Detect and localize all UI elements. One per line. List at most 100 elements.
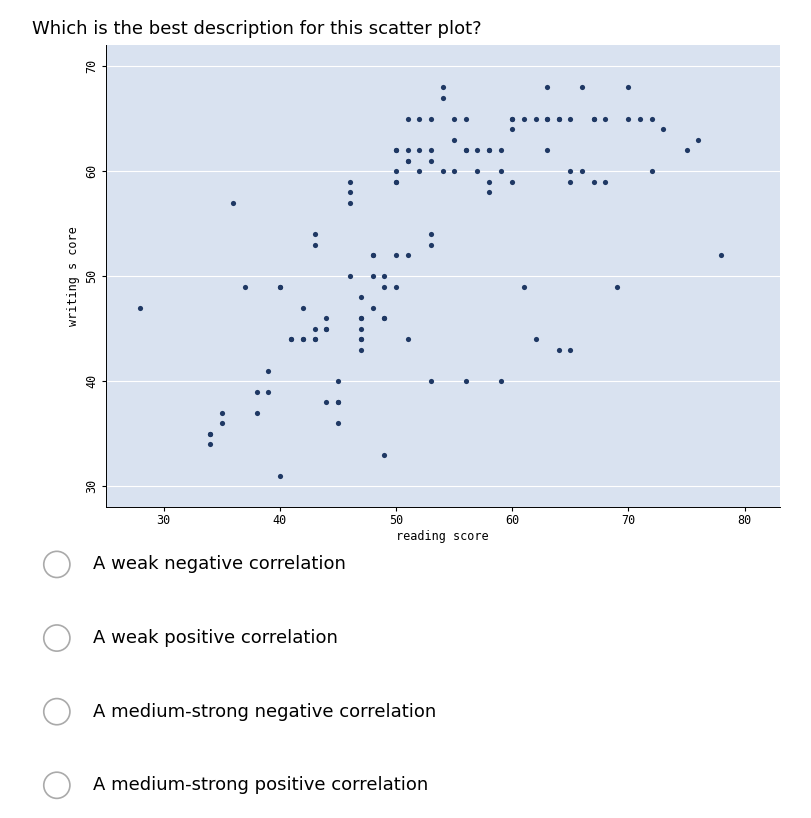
Point bbox=[470, 143, 483, 156]
Point bbox=[447, 112, 460, 125]
Point bbox=[354, 343, 367, 356]
Point bbox=[517, 112, 530, 125]
Point bbox=[505, 175, 518, 188]
Point bbox=[482, 143, 495, 156]
Text: A medium-strong positive correlation: A medium-strong positive correlation bbox=[93, 776, 428, 794]
Point bbox=[296, 301, 309, 314]
Point bbox=[273, 280, 286, 293]
Point bbox=[459, 143, 472, 156]
Point bbox=[680, 143, 693, 156]
Point bbox=[377, 280, 390, 293]
Point bbox=[482, 186, 495, 199]
Point bbox=[412, 164, 425, 178]
Point bbox=[366, 249, 379, 262]
Point bbox=[401, 249, 414, 262]
Point bbox=[331, 396, 344, 409]
Point bbox=[575, 80, 588, 93]
Point bbox=[204, 438, 217, 451]
Point bbox=[331, 416, 344, 429]
Point bbox=[424, 227, 437, 240]
Point bbox=[540, 80, 553, 93]
Point bbox=[575, 164, 588, 178]
Point bbox=[204, 427, 217, 440]
Point bbox=[261, 385, 274, 398]
Point bbox=[226, 196, 239, 209]
Point bbox=[215, 406, 228, 419]
Point bbox=[401, 333, 414, 346]
Point bbox=[528, 112, 541, 125]
Point bbox=[343, 186, 356, 199]
Point bbox=[563, 343, 576, 356]
Point bbox=[401, 143, 414, 156]
Point bbox=[308, 227, 321, 240]
Point bbox=[563, 175, 576, 188]
Point bbox=[656, 123, 669, 136]
Point bbox=[436, 91, 448, 104]
Point bbox=[308, 333, 321, 346]
Point bbox=[401, 154, 414, 167]
Text: A weak positive correlation: A weak positive correlation bbox=[93, 629, 338, 647]
Point bbox=[377, 269, 390, 282]
Point bbox=[389, 143, 402, 156]
Point bbox=[308, 333, 321, 346]
Point bbox=[273, 469, 286, 482]
Point bbox=[494, 375, 507, 388]
Point bbox=[424, 238, 437, 251]
Point bbox=[645, 112, 658, 125]
Point bbox=[447, 133, 460, 146]
Text: A medium-strong negative correlation: A medium-strong negative correlation bbox=[93, 703, 436, 721]
Point bbox=[436, 80, 448, 93]
Point bbox=[354, 312, 367, 325]
Point bbox=[377, 312, 390, 325]
Point bbox=[377, 312, 390, 325]
Point bbox=[540, 112, 553, 125]
Point bbox=[633, 112, 646, 125]
Point bbox=[494, 164, 507, 178]
Point bbox=[621, 80, 634, 93]
Point bbox=[505, 123, 518, 136]
Point bbox=[424, 112, 437, 125]
Point bbox=[459, 112, 472, 125]
Point bbox=[586, 112, 599, 125]
Point bbox=[343, 196, 356, 209]
X-axis label: reading score: reading score bbox=[396, 530, 488, 543]
Point bbox=[320, 322, 333, 335]
Point bbox=[505, 112, 518, 125]
Point bbox=[610, 280, 623, 293]
Point bbox=[250, 385, 263, 398]
Point bbox=[389, 143, 402, 156]
Point bbox=[551, 112, 564, 125]
Point bbox=[563, 112, 576, 125]
Point bbox=[424, 143, 437, 156]
Point bbox=[645, 164, 658, 178]
Point bbox=[540, 143, 553, 156]
Point bbox=[586, 175, 599, 188]
Point bbox=[285, 333, 298, 346]
Point bbox=[505, 112, 518, 125]
Point bbox=[354, 322, 367, 335]
Point bbox=[494, 143, 507, 156]
Point bbox=[459, 143, 472, 156]
Point bbox=[447, 164, 460, 178]
Point bbox=[320, 322, 333, 335]
Point bbox=[389, 175, 402, 188]
Point bbox=[586, 112, 599, 125]
Point bbox=[540, 112, 553, 125]
Point bbox=[482, 143, 495, 156]
Point bbox=[459, 375, 472, 388]
Point bbox=[714, 249, 727, 262]
Point bbox=[470, 164, 483, 178]
Point bbox=[517, 280, 530, 293]
Point bbox=[366, 269, 379, 282]
Y-axis label: writing s core: writing s core bbox=[67, 227, 80, 326]
Point bbox=[401, 154, 414, 167]
Point bbox=[354, 312, 367, 325]
Point bbox=[331, 375, 344, 388]
Point bbox=[308, 238, 321, 251]
Point bbox=[528, 333, 541, 346]
Point bbox=[134, 301, 147, 314]
Point bbox=[424, 375, 437, 388]
Point bbox=[563, 164, 576, 178]
Point bbox=[366, 249, 379, 262]
Point bbox=[285, 333, 298, 346]
